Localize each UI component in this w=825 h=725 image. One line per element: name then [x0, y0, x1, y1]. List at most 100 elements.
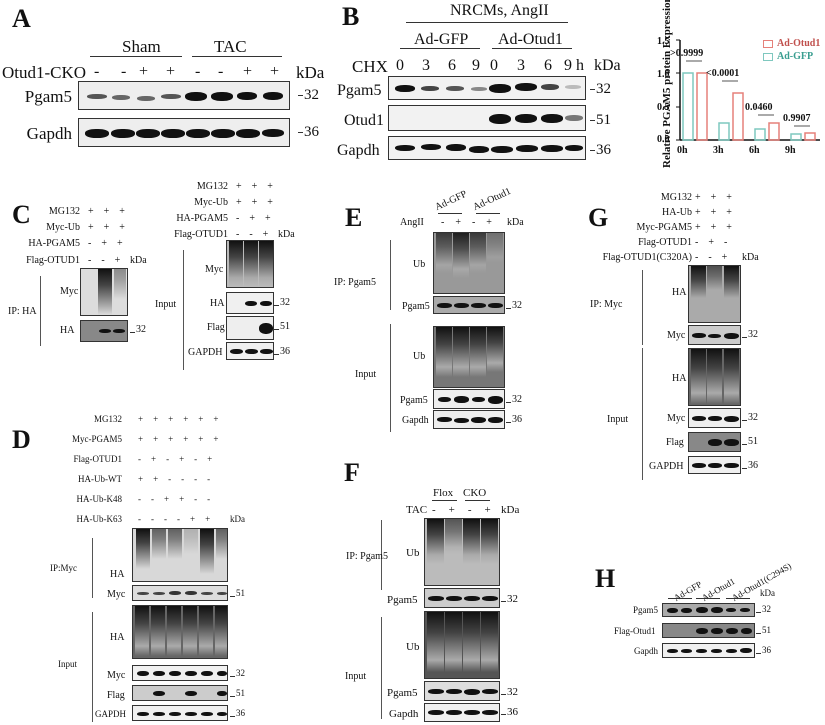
group-label: CKO — [463, 487, 487, 499]
blot-label: Myc — [667, 330, 686, 341]
blot-ip-ub — [424, 518, 500, 586]
blot-label: HA — [60, 325, 75, 336]
mw-marker: 32 — [742, 329, 758, 340]
blot-label: Myc — [107, 670, 126, 681]
input-label: Input — [355, 369, 377, 380]
blot-input-gapdh — [132, 705, 228, 721]
condition-label: Flag-OTUD1 — [638, 237, 692, 248]
blot-ip-ha — [80, 320, 128, 342]
blot-input-ha — [132, 605, 228, 659]
condition-label: HA-Ub-K63 — [76, 514, 123, 524]
condition-values: -+-+ — [432, 504, 504, 516]
blot-label: Pgam5 — [24, 87, 72, 106]
condition-label: Flag-OTUD1 — [73, 454, 123, 464]
mw-marker: 51 — [274, 321, 290, 332]
mw-marker: 36 — [298, 124, 319, 140]
lane-value: 6 — [544, 57, 552, 74]
y-tick: 0.5 — [657, 102, 670, 113]
blot-label: Gapdh — [634, 646, 658, 656]
mw-marker: 36 — [742, 460, 758, 471]
kda-label: kDa — [278, 229, 295, 240]
condition-label: MG132 — [196, 181, 228, 192]
blot-ip-pgam5 — [424, 588, 500, 608]
blot-gapdh — [78, 118, 290, 147]
lane-value: 3 — [422, 57, 430, 74]
ip-label: IP: Pgam5 — [334, 277, 376, 288]
blot-ip-myc — [132, 585, 228, 601]
mw-marker: 32 — [130, 324, 146, 335]
blot-label: Flag-Otud1 — [614, 626, 656, 636]
panel-label: H — [595, 564, 616, 593]
chart-plot — [676, 39, 820, 141]
blot-label: Flag — [666, 437, 684, 448]
blot-input-gapdh — [226, 342, 274, 360]
panel-label: A — [12, 4, 31, 33]
blot-otud1 — [388, 105, 586, 131]
mw-marker: 32 — [742, 412, 758, 423]
condition-values: --++-- — [138, 494, 221, 504]
blot-ip-ha — [132, 528, 228, 582]
blot-pgam5 — [662, 603, 755, 617]
condition-values: +++ — [695, 222, 742, 233]
condition-values: ++++++ — [138, 414, 229, 424]
kda-label: kDa — [594, 57, 621, 74]
blot-label: Myc — [60, 286, 79, 297]
blot-label: Otud1 — [344, 112, 384, 129]
blot-input-ub — [424, 611, 500, 679]
blot-label: Gapdh — [26, 124, 72, 143]
condition-label: MG132 — [48, 206, 80, 217]
blot-label: HA — [672, 287, 687, 298]
lane-value: - — [94, 63, 100, 80]
mw-marker: 32 — [298, 87, 319, 103]
mw-marker: 51 — [742, 436, 758, 447]
legend-label: Ad-Otud1 — [777, 38, 821, 49]
blot-label: GAPDH — [649, 461, 684, 472]
blot-input-gapdh — [433, 410, 505, 429]
condition-values: -+-+-+ — [138, 454, 223, 464]
x-tick: 9h — [785, 145, 796, 156]
condition-label: Myc-PGAM5 — [71, 434, 122, 444]
kda-label: kDa — [296, 63, 325, 82]
ip-label: IP:Myc — [50, 563, 77, 573]
group-label: Ad-Otud1 — [700, 576, 737, 603]
panel-label: D — [12, 425, 31, 454]
condition-values: +++ — [236, 181, 283, 192]
mw-marker: 36 — [274, 346, 290, 357]
blot-ip-ha — [688, 265, 741, 323]
blot-gapdh — [662, 643, 755, 658]
blot-label: Flag — [207, 322, 225, 333]
row-label: AngII — [400, 217, 424, 228]
blot-input-gapdh — [688, 456, 741, 474]
condition-values: ----++ — [138, 514, 221, 524]
ip-label: IP: HA — [8, 306, 37, 317]
blot-label: Pgam5 — [387, 594, 418, 606]
mw-marker: 32 — [501, 686, 518, 698]
blot-label: Pgam5 — [633, 605, 659, 615]
condition-values: +++ — [236, 197, 283, 208]
group-label: Flox — [433, 487, 454, 499]
blot-label: Flag — [107, 690, 125, 701]
panel-label: C — [12, 200, 31, 229]
mw-marker: 36 — [501, 706, 518, 718]
kda-label: kDa — [230, 514, 245, 524]
kda-label: kDa — [501, 504, 520, 516]
p-value: 0.0460 — [745, 102, 773, 113]
lane-value: + — [270, 63, 280, 80]
panel-label: G — [588, 203, 609, 232]
panel-title: NRCMs, AngII — [450, 2, 549, 19]
condition-label: HA-Ub — [662, 207, 692, 218]
group-label: TAC — [214, 37, 247, 56]
lane-value: 0 — [490, 57, 498, 74]
condition-label: Myc-PGAM5 — [636, 222, 692, 233]
blot-label: Ub — [413, 351, 426, 362]
condition-values: +++ — [88, 222, 135, 233]
lane-value: - — [121, 63, 127, 80]
row-label: TAC — [406, 504, 428, 516]
y-tick: 1.0 — [657, 69, 670, 80]
blot-flag-otud1 — [662, 623, 755, 638]
p-value: <0.0001 — [706, 68, 740, 79]
blot-pgam5 — [388, 76, 586, 100]
y-tick: 1.5 — [657, 36, 670, 47]
condition-label: HA-Ub-WT — [78, 474, 122, 484]
blot-label: Myc — [205, 264, 224, 275]
